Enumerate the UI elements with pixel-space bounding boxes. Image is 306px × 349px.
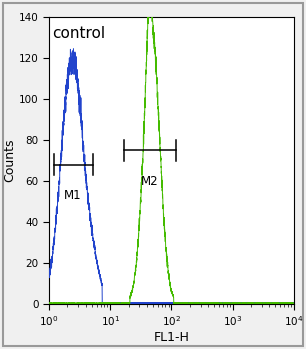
Text: control: control (52, 25, 105, 40)
Text: M1: M1 (63, 189, 81, 202)
Text: M2: M2 (141, 175, 159, 188)
Y-axis label: Counts: Counts (3, 139, 16, 182)
X-axis label: FL1-H: FL1-H (153, 331, 189, 344)
